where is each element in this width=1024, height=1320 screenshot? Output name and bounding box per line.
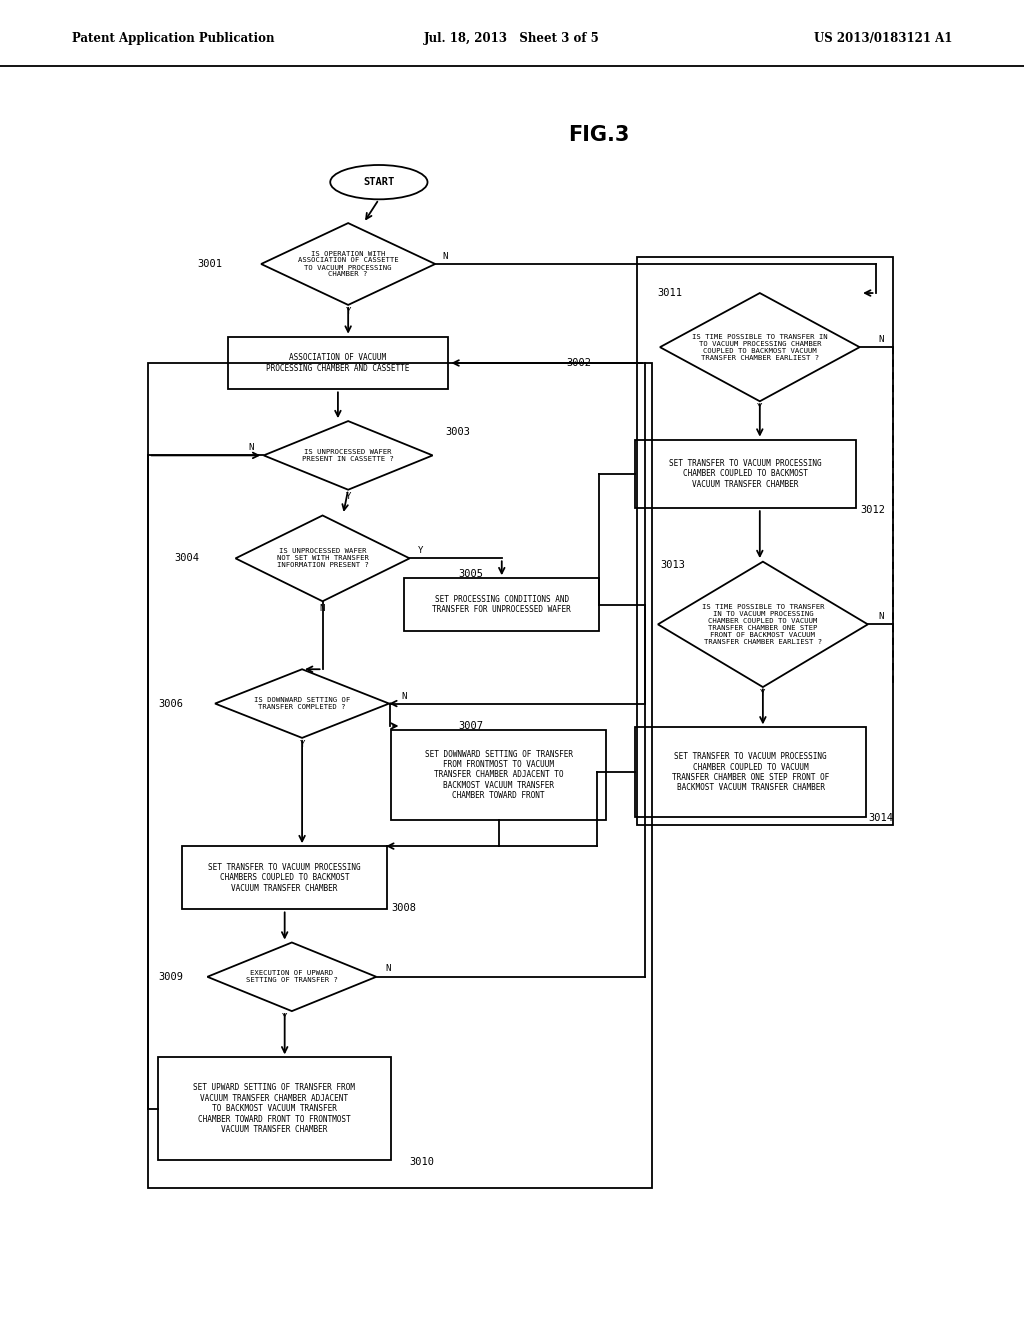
Text: 3001: 3001 [198,259,222,269]
Text: US 2013/0183121 A1: US 2013/0183121 A1 [814,32,952,45]
Text: ASSOCIATION OF VACUUM
PROCESSING CHAMBER AND CASSETTE: ASSOCIATION OF VACUUM PROCESSING CHAMBER… [266,354,410,372]
Text: 3002: 3002 [566,358,591,368]
Text: START: START [364,177,394,187]
Text: IS UNPROCESSED WAFER
PRESENT IN CASSETTE ?: IS UNPROCESSED WAFER PRESENT IN CASSETTE… [302,449,394,462]
Text: Y: Y [418,546,423,554]
Text: 3010: 3010 [410,1156,434,1167]
Text: Y: Y [282,1014,288,1022]
Text: 3011: 3011 [657,288,682,298]
Text: N: N [442,252,447,260]
Bar [637,257,893,825]
Text: N: N [879,612,884,620]
Text: 3006: 3006 [159,698,183,709]
Text: IS OPERATION WITH
ASSOCIATION OF CASSETTE
TO VACUUM PROCESSING
CHAMBER ?: IS OPERATION WITH ASSOCIATION OF CASSETT… [298,251,398,277]
Text: SET TRANSFER TO VACUUM PROCESSING
CHAMBERS COUPLED TO BACKMOST
VACUUM TRANSFER C: SET TRANSFER TO VACUUM PROCESSING CHAMBE… [208,863,361,892]
Bar [635,440,855,508]
Bar [148,363,652,1188]
Text: FIG.3: FIG.3 [568,124,630,145]
Text: Jul. 18, 2013   Sheet 3 of 5: Jul. 18, 2013 Sheet 3 of 5 [424,32,600,45]
Text: 3005: 3005 [459,569,483,579]
Text: SET TRANSFER TO VACUUM PROCESSING
CHAMBER COUPLED TO BACKMOST
VACUUM TRANSFER CH: SET TRANSFER TO VACUUM PROCESSING CHAMBE… [669,459,822,488]
Text: Y: Y [757,404,763,412]
Text: 3003: 3003 [445,426,470,437]
Text: N: N [385,965,390,973]
Text: Y: Y [345,308,351,315]
Text: Y: Y [760,689,766,697]
Text: SET TRANSFER TO VACUUM PROCESSING
CHAMBER COUPLED TO VACUUM
TRANSFER CHAMBER ONE: SET TRANSFER TO VACUUM PROCESSING CHAMBE… [672,752,829,792]
Text: 3004: 3004 [174,553,199,564]
Text: Y: Y [299,741,305,748]
Text: IS DOWNWARD SETTING OF
TRANSFER COMPLETED ?: IS DOWNWARD SETTING OF TRANSFER COMPLETE… [254,697,350,710]
Text: 3013: 3013 [660,560,685,570]
Text: Y: Y [345,492,351,500]
Bar [391,730,606,820]
Text: IS TIME POSSIBLE TO TRANSFER
IN TO VACUUM PROCESSING
CHAMBER COUPLED TO VACUUM
T: IS TIME POSSIBLE TO TRANSFER IN TO VACUU… [701,603,824,645]
Text: 3012: 3012 [860,504,885,515]
Bar [404,578,599,631]
Text: N: N [249,444,254,451]
Text: 3009: 3009 [159,972,183,982]
Text: Patent Application Publication: Patent Application Publication [72,32,274,45]
Text: IS UNPROCESSED WAFER
NOT SET WITH TRANSFER
INFORMATION PRESENT ?: IS UNPROCESSED WAFER NOT SET WITH TRANSF… [276,548,369,569]
Text: SET UPWARD SETTING OF TRANSFER FROM
VACUUM TRANSFER CHAMBER ADJACENT
TO BACKMOST: SET UPWARD SETTING OF TRANSFER FROM VACU… [194,1084,355,1134]
Bar [158,1057,391,1160]
Text: N: N [879,335,884,343]
Text: 3008: 3008 [391,903,416,913]
Text: 3014: 3014 [868,813,893,824]
Text: IS TIME POSSIBLE TO TRANSFER IN
TO VACUUM PROCESSING CHAMBER
COUPLED TO BACKMOST: IS TIME POSSIBLE TO TRANSFER IN TO VACUU… [692,334,827,360]
Text: N: N [319,605,326,612]
Text: N: N [401,693,407,701]
Text: SET DOWNWARD SETTING OF TRANSFER
FROM FRONTMOST TO VACUUM
TRANSFER CHAMBER ADJAC: SET DOWNWARD SETTING OF TRANSFER FROM FR… [425,750,572,800]
Bar [228,337,449,389]
Text: EXECUTION OF UPWARD
SETTING OF TRANSFER ?: EXECUTION OF UPWARD SETTING OF TRANSFER … [246,970,338,983]
Bar [182,846,387,909]
Text: SET PROCESSING CONDITIONS AND
TRANSFER FOR UNPROCESSED WAFER: SET PROCESSING CONDITIONS AND TRANSFER F… [432,595,571,614]
Bar [635,727,865,817]
Text: 3007: 3007 [459,721,483,731]
